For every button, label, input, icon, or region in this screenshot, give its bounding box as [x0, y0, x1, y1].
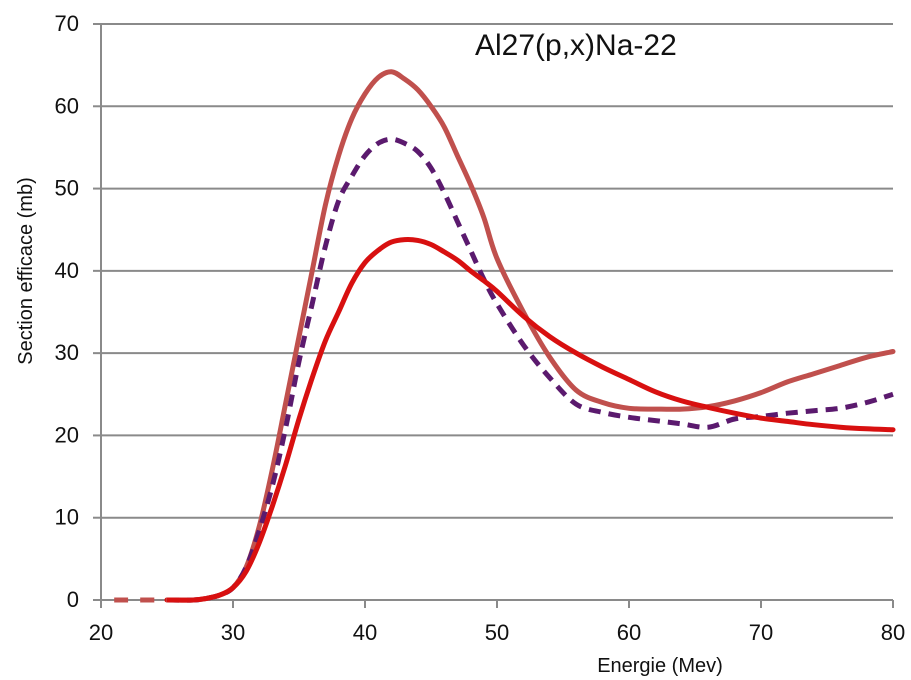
x-tick-label: 30: [221, 620, 245, 645]
y-tick-label: 60: [55, 93, 79, 118]
y-tick-label: 30: [55, 340, 79, 365]
y-tick-label: 70: [55, 11, 79, 36]
x-tick-label: 80: [881, 620, 905, 645]
y-axis-title: Section efficace (mb): [15, 177, 37, 365]
series-line-2: [166, 136, 894, 603]
y-tick-label: 10: [55, 505, 79, 530]
y-tick-label: 0: [67, 587, 79, 612]
chart-title: Al27(p,x)Na-22: [475, 29, 677, 62]
x-tick-label: 50: [485, 620, 509, 645]
x-tick-labels: 20 30 40 50 60 70 80: [89, 620, 905, 645]
y-tick-label: 40: [55, 258, 79, 283]
x-tick-label: 70: [749, 620, 773, 645]
y-tick-labels: 0 10 20 30 40 50 60 70: [55, 11, 79, 612]
x-tick-label: 60: [617, 620, 641, 645]
data-series: [114, 69, 896, 603]
axes: [93, 23, 894, 608]
x-tick-label: 40: [353, 620, 377, 645]
series-line-3: [164, 236, 896, 603]
y-tick-label: 50: [55, 176, 79, 201]
x-axis-title: Energie (Mev): [597, 655, 723, 677]
y-tick-label: 20: [55, 422, 79, 447]
x-tick-label: 20: [89, 620, 113, 645]
series-line-1: [164, 69, 896, 603]
gridlines: [101, 23, 893, 519]
